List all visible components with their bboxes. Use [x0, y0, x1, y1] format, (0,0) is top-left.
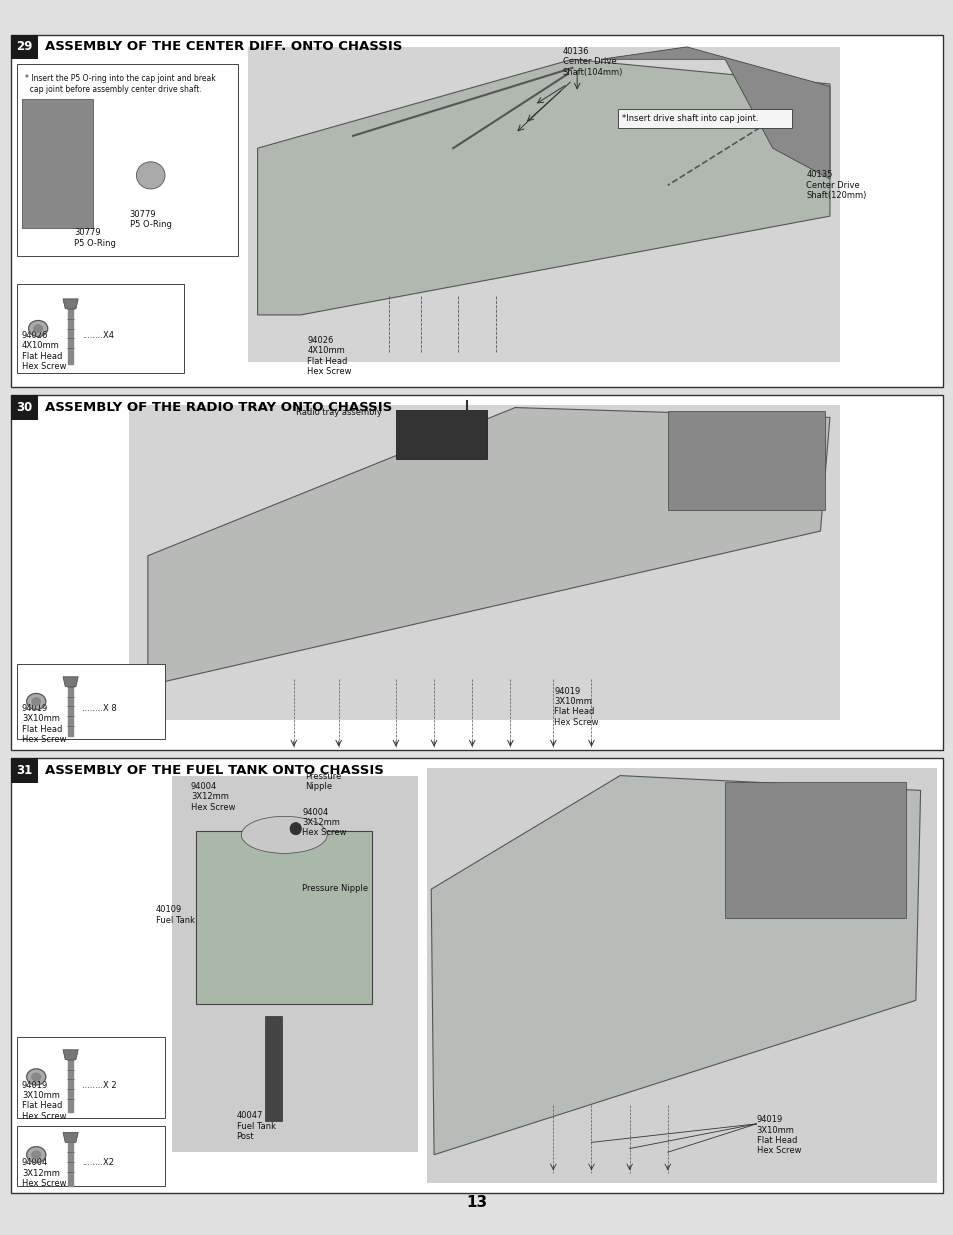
Text: ........X4: ........X4: [82, 331, 114, 340]
Text: ........X 2: ........X 2: [82, 1081, 116, 1089]
Bar: [69, 1060, 72, 1112]
Text: ASSEMBLY OF THE CENTER DIFF. ONTO CHASSIS: ASSEMBLY OF THE CENTER DIFF. ONTO CHASSI…: [45, 41, 402, 53]
Bar: [17, 664, 165, 739]
Polygon shape: [63, 1050, 78, 1060]
Polygon shape: [431, 776, 920, 1155]
Bar: [395, 410, 486, 459]
Text: 40047
Fuel Tank
Post: 40047 Fuel Tank Post: [236, 1112, 275, 1141]
Polygon shape: [257, 59, 829, 315]
Text: 31: 31: [16, 764, 33, 777]
Ellipse shape: [29, 320, 48, 337]
Text: *Insert drive shaft into cap joint.: *Insert drive shaft into cap joint.: [621, 114, 758, 124]
Text: 40135
Center Drive
Shaft(120mm): 40135 Center Drive Shaft(120mm): [805, 170, 865, 200]
Bar: [265, 1016, 282, 1121]
Bar: [667, 411, 824, 510]
Text: 94019
3X10mm
Flat Head
Hex Screw: 94019 3X10mm Flat Head Hex Screw: [554, 687, 598, 727]
Ellipse shape: [27, 1147, 46, 1163]
Bar: [427, 768, 936, 1183]
Bar: [129, 405, 839, 720]
Bar: [11, 35, 38, 59]
Bar: [17, 1037, 165, 1118]
Text: 94019
3X10mm
Flat Head
Hex Screw: 94019 3X10mm Flat Head Hex Screw: [22, 704, 67, 745]
Text: 94004
3X12mm
Hex Screw: 94004 3X12mm Hex Screw: [302, 808, 347, 837]
Bar: [22, 99, 93, 228]
Bar: [618, 109, 791, 128]
Ellipse shape: [27, 694, 46, 709]
Bar: [17, 284, 184, 373]
Polygon shape: [63, 1132, 78, 1142]
Bar: [248, 47, 839, 362]
Bar: [11, 758, 942, 1193]
Text: 94026
4X10mm
Flat Head
Hex Screw: 94026 4X10mm Flat Head Hex Screw: [307, 336, 352, 377]
Ellipse shape: [31, 1151, 40, 1158]
Text: ........X 8: ........X 8: [82, 704, 116, 713]
Text: 94026
4X10mm
Flat Head
Hex Screw: 94026 4X10mm Flat Head Hex Screw: [22, 331, 67, 372]
Text: 40136
Center Drive
Shaft(104mm): 40136 Center Drive Shaft(104mm): [562, 47, 622, 77]
Ellipse shape: [241, 816, 327, 853]
Text: * Insert the P5 O-ring into the cap joint and break
  cap joint before assembly : * Insert the P5 O-ring into the cap join…: [25, 74, 215, 94]
Polygon shape: [63, 677, 78, 687]
Ellipse shape: [31, 698, 40, 705]
Bar: [172, 776, 417, 1152]
Text: 30779
P5 O-Ring: 30779 P5 O-Ring: [130, 210, 172, 230]
Polygon shape: [63, 299, 78, 309]
Ellipse shape: [290, 823, 301, 835]
Bar: [17, 64, 238, 256]
Bar: [724, 782, 905, 918]
Bar: [11, 395, 942, 750]
Bar: [11, 395, 38, 420]
Text: 13: 13: [466, 1195, 487, 1210]
Ellipse shape: [136, 162, 165, 189]
Bar: [195, 831, 372, 1004]
Bar: [11, 35, 942, 387]
Text: ASSEMBLY OF THE FUEL TANK ONTO CHASSIS: ASSEMBLY OF THE FUEL TANK ONTO CHASSIS: [45, 764, 383, 777]
Text: Pressure
Nipple: Pressure Nipple: [305, 772, 341, 792]
Bar: [17, 1126, 165, 1186]
Polygon shape: [148, 408, 829, 685]
Bar: [69, 1142, 72, 1186]
Ellipse shape: [27, 1070, 46, 1086]
Ellipse shape: [33, 325, 42, 332]
Text: 94004
3X12mm
Hex Screw: 94004 3X12mm Hex Screw: [191, 782, 235, 811]
Text: 94019
3X10mm
Flat Head
Hex Screw: 94019 3X10mm Flat Head Hex Screw: [22, 1081, 67, 1121]
Text: Radio tray assembly: Radio tray assembly: [295, 408, 381, 416]
Ellipse shape: [31, 1073, 40, 1081]
Bar: [69, 687, 72, 736]
Text: 30779
P5 O-Ring: 30779 P5 O-Ring: [74, 228, 116, 248]
Polygon shape: [600, 47, 829, 179]
Bar: [11, 758, 38, 783]
Bar: [69, 309, 72, 364]
Text: 30: 30: [16, 401, 33, 414]
Text: ASSEMBLY OF THE RADIO TRAY ONTO CHASSIS: ASSEMBLY OF THE RADIO TRAY ONTO CHASSIS: [45, 401, 392, 414]
Text: 94019
3X10mm
Flat Head
Hex Screw: 94019 3X10mm Flat Head Hex Screw: [756, 1115, 801, 1156]
Text: 40109
Fuel Tank: 40109 Fuel Tank: [155, 905, 194, 925]
Text: ........X2: ........X2: [82, 1158, 114, 1167]
Text: 94004
3X12mm
Hex Screw: 94004 3X12mm Hex Screw: [22, 1158, 67, 1188]
Text: Pressure Nipple: Pressure Nipple: [302, 884, 368, 893]
Text: 29: 29: [16, 41, 33, 53]
